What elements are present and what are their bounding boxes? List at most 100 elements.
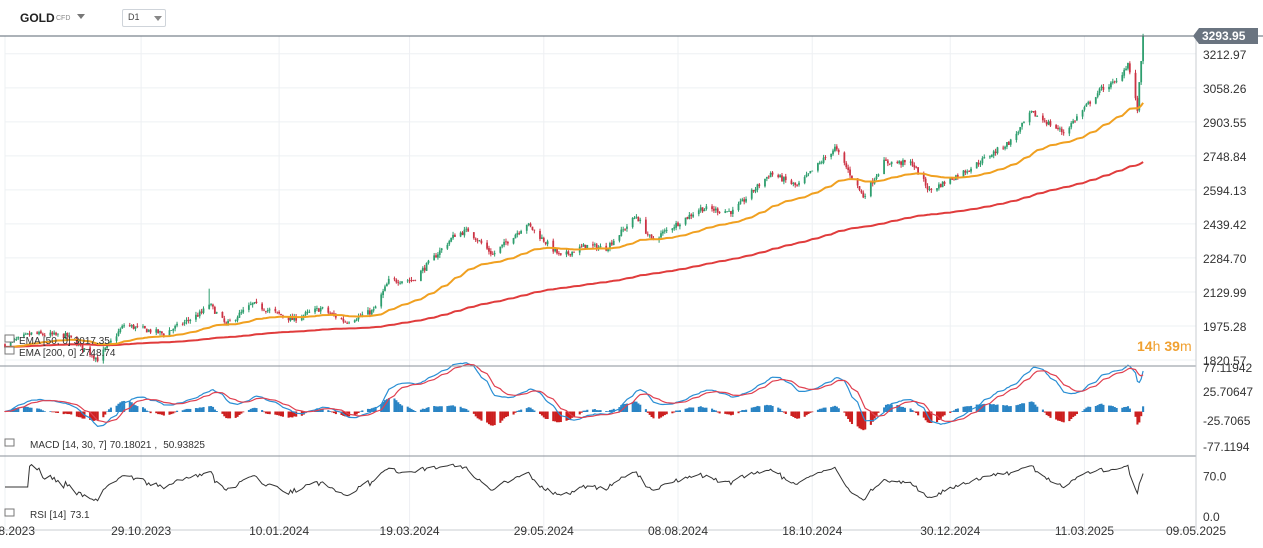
macd-histogram-bar: [901, 406, 905, 412]
rsi-settings-icon[interactable]: [4, 508, 15, 517]
candle-body: [529, 223, 532, 227]
rsi-legend[interactable]: RSI [14] 73.1: [4, 508, 90, 521]
macd-histogram-bar: [115, 405, 118, 412]
macd-histogram-bar: [38, 408, 41, 412]
macd-panel: [4, 362, 1145, 431]
candle-body: [1113, 81, 1116, 83]
ema200-settings-icon[interactable]: [4, 346, 15, 355]
macd-histogram-bar: [784, 411, 787, 414]
macd-histogram-bar: [701, 407, 704, 412]
candle-body: [858, 186, 861, 190]
macd-histogram-bar: [569, 411, 572, 420]
macd-histogram-bar: [966, 406, 969, 412]
candle-body: [690, 214, 693, 217]
candle-body: [1094, 97, 1097, 104]
macd-histogram-bar: [964, 406, 967, 412]
candle-body: [89, 347, 91, 356]
macd-histogram-bar: [875, 411, 878, 416]
macd-histogram-bar: [690, 407, 693, 412]
macd-histogram-bar: [741, 410, 744, 412]
macd-histogram-bar: [1100, 403, 1103, 412]
candle-body: [1068, 127, 1071, 134]
candle-body: [609, 242, 611, 249]
macd-histogram-bar: [1060, 411, 1063, 422]
timeframe-select[interactable]: D1: [122, 9, 166, 27]
symbol-name[interactable]: GOLD: [20, 11, 55, 25]
macd-histogram-bar: [697, 406, 700, 412]
candle-body: [149, 329, 152, 333]
macd-histogram-bar: [493, 411, 496, 426]
macd-histogram-bar: [366, 408, 370, 412]
ema200-label: EMA [200, 0] 2748.74: [19, 348, 116, 359]
macd-legend[interactable]: MACD [14, 30, 7] 70.18021, 50.93825: [4, 438, 205, 451]
candle-body: [213, 307, 216, 314]
macd-histogram-bar: [811, 411, 814, 413]
macd-histogram-bar: [794, 411, 797, 419]
candle-body: [185, 319, 188, 322]
macd-histogram-bar: [743, 410, 746, 412]
macd-histogram-bar: [988, 404, 992, 412]
candle-body: [970, 168, 972, 172]
macd-histogram-bar: [822, 407, 825, 412]
macd-histogram-bar: [554, 411, 557, 422]
macd-histogram-bar: [274, 411, 277, 415]
macd-histogram-bar: [287, 411, 290, 418]
candle-body: [102, 349, 105, 361]
macd-histogram-bar: [809, 411, 812, 413]
candle-body: [291, 316, 294, 321]
candle-body: [569, 253, 572, 256]
candle-body: [599, 246, 602, 248]
candle-body: [28, 333, 31, 335]
macd-histogram-bar: [344, 411, 347, 417]
macd-histogram-bar: [750, 407, 753, 412]
candle-body: [251, 302, 254, 305]
candle-body: [792, 183, 795, 184]
macd-settings-icon[interactable]: [4, 438, 15, 447]
symbol-dropdown-icon[interactable]: [77, 14, 85, 19]
candle-body: [227, 320, 229, 324]
candle-body: [686, 217, 689, 219]
macd-histogram-bar: [754, 406, 757, 412]
candle-body: [1072, 120, 1075, 124]
candle-body: [728, 210, 730, 212]
macd-histogram-bar: [200, 407, 203, 412]
candle-body: [374, 306, 377, 309]
candle-body: [143, 325, 146, 329]
macd-histogram-bar: [1062, 411, 1065, 423]
candle-body: [287, 317, 290, 321]
candle-body: [1111, 81, 1114, 83]
macd-histogram-bar: [796, 411, 799, 419]
candle-body: [822, 157, 825, 163]
candle-body: [40, 331, 42, 334]
macd-histogram-bar: [503, 411, 506, 419]
macd-histogram-bar: [406, 406, 409, 412]
candle-body: [586, 244, 589, 249]
candle-body: [15, 338, 18, 340]
macd-histogram-bar: [652, 411, 655, 419]
chevron-down-icon: [154, 16, 162, 21]
candle-body: [1128, 63, 1131, 73]
candle-body: [886, 160, 889, 164]
candle-body: [1108, 86, 1110, 90]
macd-histogram-bar: [393, 398, 396, 412]
candle-body: [913, 165, 916, 168]
ema50-settings-icon[interactable]: [4, 334, 15, 343]
ema50-legend[interactable]: EMA [50, 0] 3017.35: [4, 334, 110, 347]
candle-body: [280, 313, 282, 316]
macd-histogram-bar: [96, 411, 99, 421]
macd-histogram-bar: [423, 408, 426, 412]
macd-histogram-bar: [556, 411, 559, 423]
macd-histogram-bar: [903, 407, 906, 412]
candle-body: [249, 304, 252, 306]
macd-histogram-bar: [684, 408, 687, 412]
ema200-legend[interactable]: EMA [200, 0] 2748.74: [4, 346, 116, 359]
macd-histogram-bar: [917, 411, 920, 416]
candle-body: [334, 314, 337, 318]
macd-histogram-bar: [975, 404, 978, 412]
macd-histogram-bar: [584, 410, 587, 412]
candle-body: [917, 167, 919, 175]
macd-histogram-bar: [1017, 404, 1020, 412]
macd-histogram-bar: [595, 410, 598, 412]
price-tick-label: 2284.70: [1203, 252, 1247, 266]
